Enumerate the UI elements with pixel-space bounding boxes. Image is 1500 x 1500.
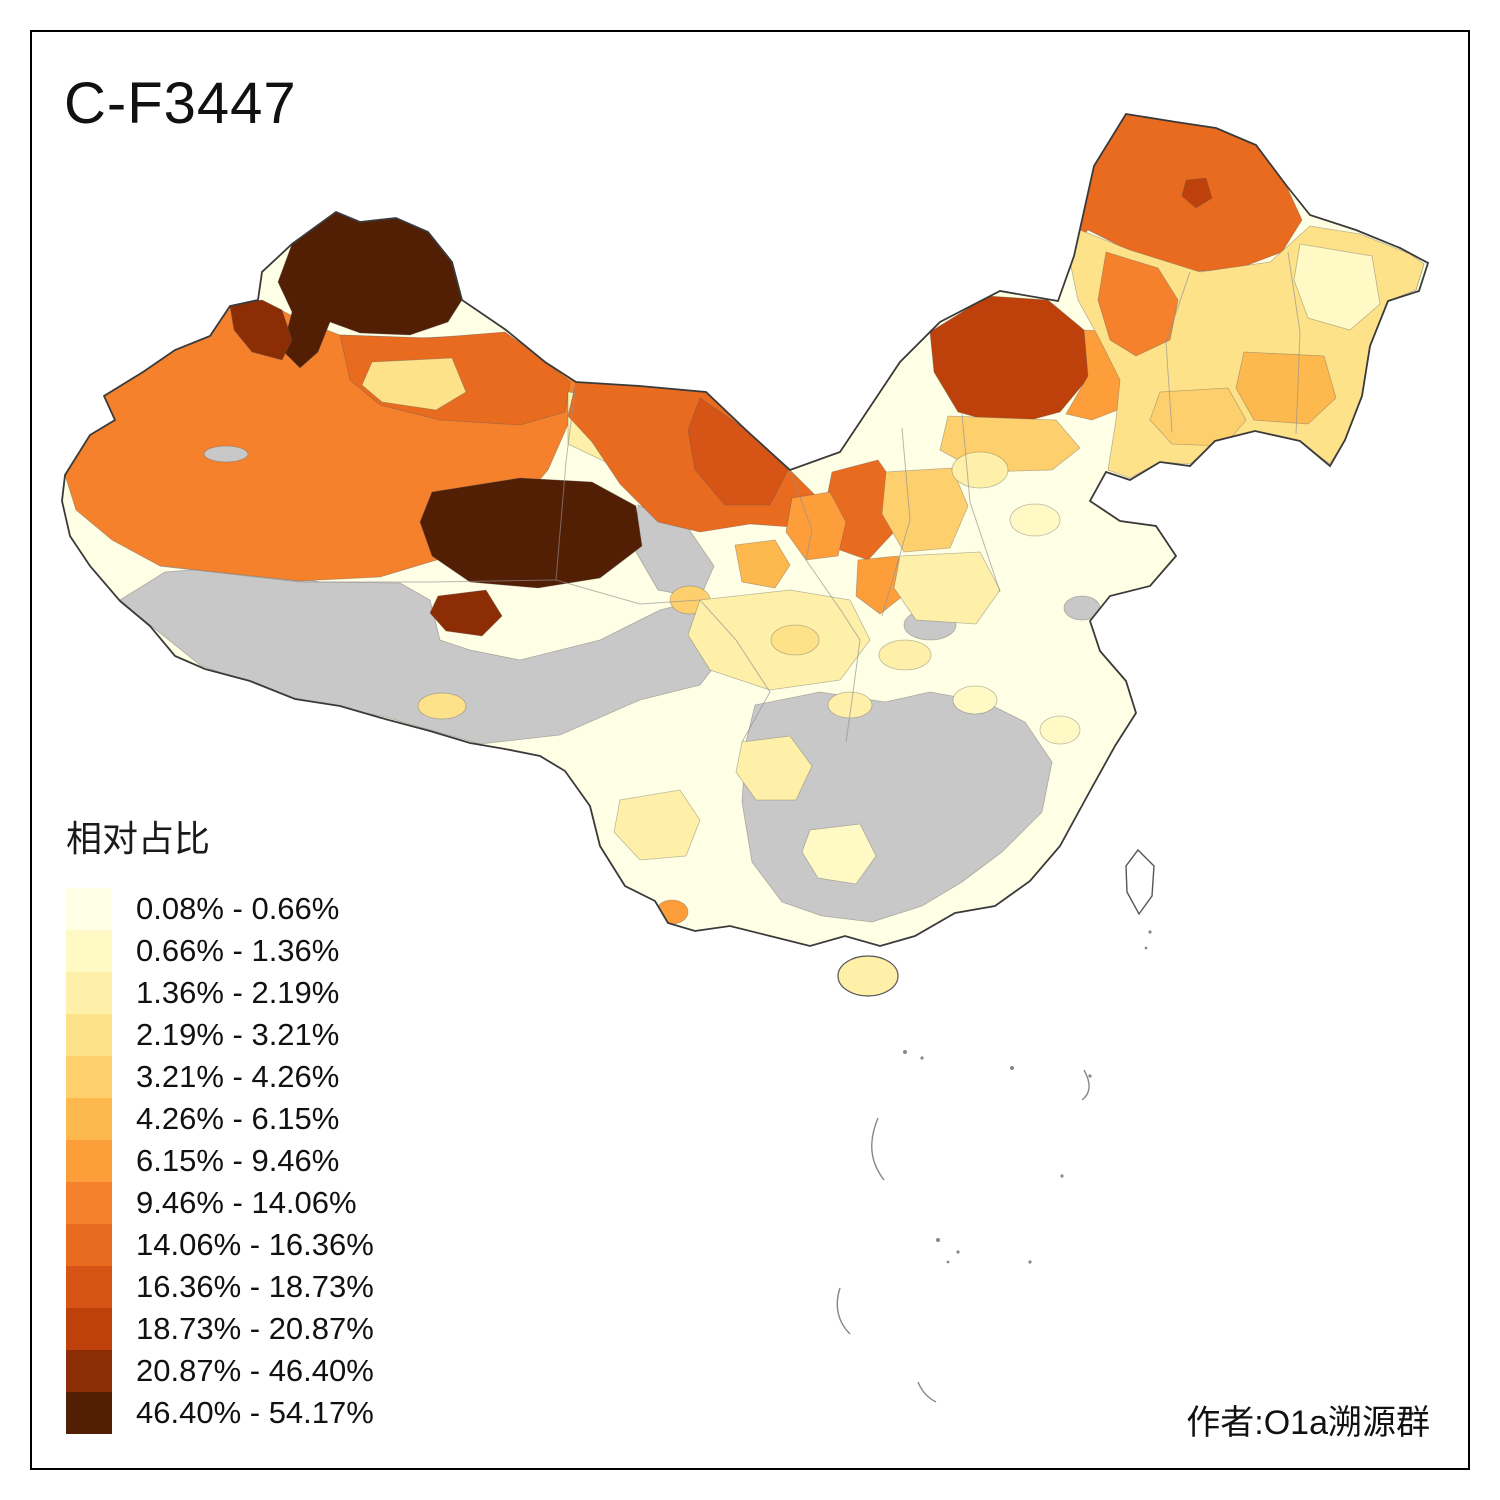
legend-title: 相对占比 (66, 818, 211, 859)
region-tibet-yellow-patch (417, 692, 467, 720)
south-china-sea-islets (903, 930, 1152, 1264)
region-yunnan-pale (613, 789, 701, 861)
legend-label: 18.73% - 20.87% (136, 1311, 374, 1346)
legend-item: 4.26% - 6.15% (66, 1098, 374, 1140)
region-heilongjiang-west-orange (1097, 251, 1179, 357)
region-heilongjiang-east-pale (1293, 243, 1381, 331)
legend-swatch (66, 1056, 112, 1098)
offshore-islands (836, 848, 1155, 1403)
legend-item: 46.40% - 54.17% (66, 1392, 374, 1434)
legend-swatch (66, 1182, 112, 1224)
island-taiwan (1125, 848, 1155, 916)
region-gansu-east-orange (785, 491, 847, 561)
legend-swatch (66, 930, 112, 972)
plot-title: C-F3447 (64, 71, 297, 136)
region-patch-c2a (951, 451, 1009, 489)
region-nagqu-dark (429, 589, 503, 637)
region-shanxi-orange (881, 467, 969, 553)
legend-item: 6.15% - 9.46% (66, 1140, 374, 1182)
island-hainan (837, 955, 899, 997)
legend-label: 3.21% - 4.26% (136, 1059, 340, 1094)
region-haixi-darkest (419, 477, 643, 589)
region-xinjiang-gray-sliver (203, 445, 249, 463)
legend-swatch (66, 1266, 112, 1308)
legend-label: 0.08% - 0.66% (136, 891, 340, 926)
region-patch-c1c (1039, 715, 1081, 745)
author-credit: 作者:O1a溯源群 (1186, 1404, 1430, 1442)
china-outline (61, 113, 1430, 947)
legend-item: 20.87% - 46.40% (66, 1350, 374, 1392)
legend-label: 14.06% - 16.36% (136, 1227, 374, 1262)
region-inner-mongolia-dark (929, 295, 1091, 427)
legend-swatch (66, 888, 112, 930)
legend-swatch (66, 1350, 112, 1392)
region-patch-c2c (827, 691, 873, 719)
legend-label: 20.87% - 46.40% (136, 1353, 374, 1388)
legend-label: 4.26% - 6.15% (136, 1101, 340, 1136)
legend-label: 16.36% - 18.73% (136, 1269, 374, 1304)
region-patch-c2b (878, 639, 932, 671)
legend-item: 2.19% - 3.21% (66, 1014, 374, 1056)
legend-swatch (66, 1308, 112, 1350)
region-lanzhou-orange (734, 539, 791, 589)
legend-item: 9.46% - 14.06% (66, 1182, 374, 1224)
region-patch-c3 (770, 624, 820, 656)
region-henan-pale (893, 551, 1001, 625)
legend: 相对占比 0.08% - 0.66% 0.66% - 1.36% 1.36% -… (66, 810, 374, 1434)
region-patch-c1a (1009, 503, 1061, 537)
legend-label: 0.66% - 1.36% (136, 933, 340, 968)
legend-swatch (66, 1392, 112, 1434)
region-guizhou-pale (735, 735, 813, 801)
legend-label: 6.15% - 9.46% (136, 1143, 340, 1178)
legend-label: 46.40% - 54.17% (136, 1395, 374, 1430)
legend-label: 1.36% - 2.19% (136, 975, 340, 1010)
region-xinjiang-yellow-patch (361, 357, 467, 411)
region-jilin-east-orange (1235, 351, 1337, 425)
legend-item: 0.66% - 1.36% (66, 930, 374, 972)
legend-label: 9.46% - 14.06% (136, 1185, 357, 1220)
region-guangxi-pale (801, 823, 877, 885)
legend-label: 2.19% - 3.21% (136, 1017, 340, 1052)
sea-boundary-arcs (836, 1069, 1090, 1403)
legend-swatch (66, 1098, 112, 1140)
legend-item: 3.21% - 4.26% (66, 1056, 374, 1098)
legend-swatch (66, 972, 112, 1014)
legend-swatch (66, 1224, 112, 1266)
legend-swatch (66, 1014, 112, 1056)
legend-item: 0.08% - 0.66% (66, 888, 374, 930)
legend-item: 18.73% - 20.87% (66, 1308, 374, 1350)
legend-item: 14.06% - 16.36% (66, 1224, 374, 1266)
legend-item: 1.36% - 2.19% (66, 972, 374, 1014)
internal-borders (159, 251, 1301, 743)
legend-swatch (66, 1140, 112, 1182)
region-hulunbuir-dark-spot (1181, 177, 1213, 209)
legend-item: 16.36% - 18.73% (66, 1266, 374, 1308)
region-patch-c1b (952, 685, 998, 715)
region-ili-dark (229, 299, 293, 361)
